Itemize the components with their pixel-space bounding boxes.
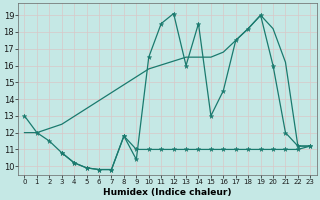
X-axis label: Humidex (Indice chaleur): Humidex (Indice chaleur)	[103, 188, 232, 197]
